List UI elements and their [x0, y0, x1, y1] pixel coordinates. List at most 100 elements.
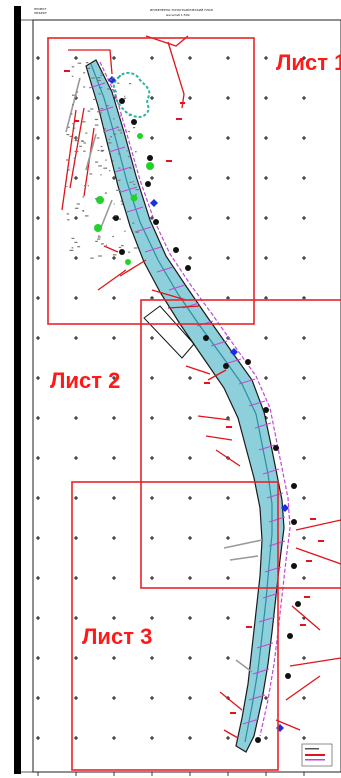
- survey-points: [113, 98, 301, 743]
- elevation-mark: [100, 108, 104, 110]
- elevation-mark: [105, 244, 107, 246]
- elevation-mark: [108, 138, 110, 140]
- grid-cross: [74, 416, 78, 420]
- grid-cross: [150, 616, 154, 620]
- elevation-mark: [73, 157, 76, 159]
- route-tick: [252, 668, 270, 675]
- grid-cross: [150, 576, 154, 580]
- grid-cross: [150, 456, 154, 460]
- elevation-mark: [109, 79, 112, 81]
- tree-symbols: [94, 133, 154, 265]
- elevation-mark: [98, 235, 100, 237]
- elevation-mark: [97, 238, 101, 240]
- route-tick: [134, 226, 152, 233]
- grid-cross: [188, 736, 192, 740]
- grid-cross: [188, 176, 192, 180]
- grid-cross: [150, 336, 154, 340]
- grid-cross: [36, 456, 40, 460]
- route-tick: [144, 246, 162, 253]
- elevation-mark: [90, 257, 94, 259]
- grid-cross: [302, 736, 306, 740]
- grid-cross: [226, 616, 230, 620]
- elevation-mark: [104, 192, 107, 194]
- elevation-mark: [116, 179, 121, 181]
- grid-cross: [112, 696, 116, 700]
- elevation-mark: [94, 118, 99, 121]
- elevation-mark: [117, 115, 122, 117]
- grid-cross: [264, 336, 268, 340]
- route-corridor: [85, 59, 285, 753]
- elevation-mark: [72, 104, 74, 106]
- grid-cross: [188, 256, 192, 260]
- grid-cross: [302, 376, 306, 380]
- grid-cross: [188, 496, 192, 500]
- elevation-mark: [76, 203, 80, 205]
- grid-cross: [74, 56, 78, 60]
- grid-cross: [74, 376, 78, 380]
- elevation-mark: [71, 237, 75, 239]
- elevation-mark: [93, 98, 97, 100]
- elevation-mark: [83, 86, 86, 88]
- grid-cross: [112, 176, 116, 180]
- grid-cross: [74, 216, 78, 220]
- elevation-mark: [117, 129, 122, 131]
- grid-cross: [112, 336, 116, 340]
- elevation-mark: [96, 137, 100, 139]
- grid-cross: [150, 656, 154, 660]
- grid-cross: [36, 136, 40, 140]
- grid-cross: [302, 456, 306, 460]
- elevation-mark: [98, 93, 101, 95]
- route-tick: [238, 378, 256, 385]
- grid-cross: [112, 416, 116, 420]
- grid-cross: [74, 176, 78, 180]
- route-tick: [268, 516, 286, 523]
- grid-cross: [112, 456, 116, 460]
- grid-cross: [302, 256, 306, 260]
- elevation-mark: [115, 215, 117, 217]
- grid-cross: [36, 496, 40, 500]
- elevation-mark: [100, 145, 103, 148]
- grid-cross: [36, 96, 40, 100]
- route-tick: [102, 126, 120, 133]
- teal-contour-line: [112, 72, 151, 119]
- elevation-mark: [74, 140, 79, 142]
- grid-cross: [150, 56, 154, 60]
- elevation-mark: [100, 72, 103, 74]
- elevation-mark: [73, 127, 76, 129]
- elevation-mark: [98, 255, 102, 257]
- grid-cross: [36, 576, 40, 580]
- elevation-mark: [71, 66, 75, 68]
- grid-cross: [36, 296, 40, 300]
- grid-cross: [36, 696, 40, 700]
- red-dash-marks: [64, 70, 324, 714]
- grid-cross: [74, 256, 78, 260]
- elevation-mark: [118, 167, 121, 169]
- grid-cross: [264, 216, 268, 220]
- elevation-mark: [81, 140, 83, 142]
- elevation-mark: [108, 142, 112, 144]
- route-tick: [108, 146, 126, 153]
- elevation-mark: [124, 97, 127, 99]
- elevation-mark: [100, 74, 103, 76]
- grid-cross: [226, 136, 230, 140]
- elevation-mark: [110, 136, 112, 138]
- route-tick: [114, 166, 132, 173]
- route-tick: [210, 340, 228, 347]
- grid-cross: [264, 96, 268, 100]
- elevation-mark: [68, 169, 70, 171]
- route-tick: [156, 266, 174, 273]
- elevation-mark: [72, 132, 74, 134]
- route-tick: [262, 468, 280, 475]
- route-tick: [258, 616, 276, 623]
- elevation-mark: [107, 88, 111, 90]
- grid-cross: [36, 256, 40, 260]
- left-border-bar: [14, 6, 21, 774]
- blue-markers: [108, 76, 289, 732]
- elevation-marks: [66, 62, 139, 259]
- grid-cross: [150, 536, 154, 540]
- elevation-mark: [87, 67, 91, 70]
- route-tick: [168, 284, 186, 291]
- elevation-mark: [71, 75, 74, 77]
- grid-cross: [150, 96, 154, 100]
- grid-cross: [150, 136, 154, 140]
